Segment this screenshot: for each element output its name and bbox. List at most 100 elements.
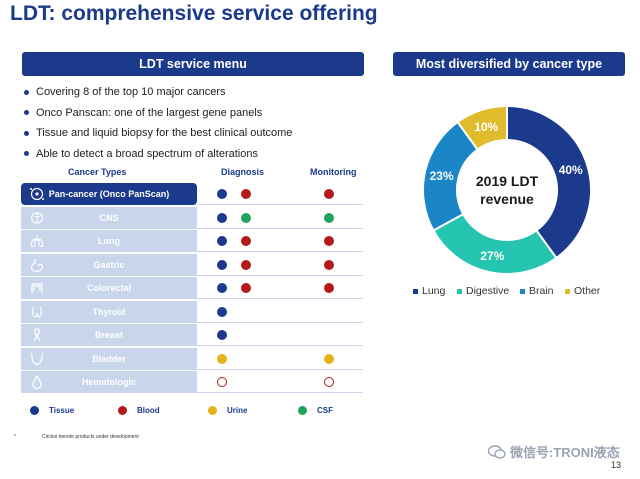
- diagnosis-csf-marker: [241, 212, 251, 223]
- cancer-type-cell: Pan-cancer (Onco PanScan): [21, 183, 197, 205]
- cancer-type-cell: Breast: [21, 324, 197, 346]
- diagnosis-header: Diagnosis: [221, 167, 265, 177]
- cancer-type-cell: Colorectal: [21, 277, 197, 299]
- footnote-marker: *: [14, 434, 16, 440]
- legend-digestive: Digestive: [457, 285, 509, 297]
- bullet-dot-icon: [24, 130, 29, 136]
- donut-legend: Lung Digestive Brain Other: [410, 285, 625, 299]
- cancer-row-breast: Breast: [21, 324, 363, 346]
- row-divider: [197, 274, 363, 276]
- bullet-dot-icon: [24, 89, 29, 95]
- page-number: 13: [611, 460, 622, 470]
- legend-square-icon: [565, 288, 570, 294]
- bullet-item: Covering 8 of the top 10 major cancers: [24, 82, 369, 103]
- legend-dot-icon: [208, 406, 217, 415]
- donut-slice-digestive: [432, 212, 558, 275]
- row-divider: [197, 392, 363, 393]
- cancer-type-label: CNS: [99, 212, 119, 223]
- service-bullet-list: Covering 8 of the top 10 major cancers O…: [24, 82, 369, 164]
- legend-square-icon: [520, 288, 525, 294]
- row-divider: [197, 298, 363, 299]
- intestine-icon: [31, 283, 43, 293]
- legend-dot-icon: [298, 406, 307, 415]
- monitoring-blood-marker: [324, 236, 334, 246]
- blood-drop-icon: [32, 374, 42, 390]
- wechat-icon: [488, 444, 506, 459]
- diagnosis-tissue-marker: [217, 259, 227, 270]
- wechat-watermark: 微信号:TRONI液态: [488, 442, 620, 461]
- footnote: Circles denote products under developmen…: [42, 434, 139, 440]
- cancer-row-bladder: Bladder: [21, 347, 363, 370]
- cancer-type-label: Bladder: [92, 353, 126, 364]
- lungs-icon: [30, 235, 44, 247]
- cancer-type-cell: Hematologic: [21, 371, 197, 393]
- diagnosis-blood-marker: [241, 283, 251, 293]
- cancer-type-cell: Thyroid: [21, 300, 197, 323]
- cancer-types-header: Cancer Types: [68, 167, 127, 177]
- cancer-type-cell: Lung: [21, 230, 197, 252]
- legend-dot-icon: [30, 406, 39, 415]
- row-divider: [197, 204, 363, 205]
- monitoring-blood-marker: [324, 189, 334, 199]
- legend-dot-icon: [118, 406, 127, 415]
- row-divider: [197, 345, 363, 346]
- cancer-type-banner: Most diversified by cancer type: [393, 52, 625, 76]
- cancer-row-pan-cancer-onco-panscan: Pan-cancer (Onco PanScan): [21, 183, 363, 205]
- stomach-icon: [31, 258, 43, 272]
- cancer-type-label: Colorectal: [86, 283, 131, 293]
- monitoring-blood-marker: [324, 283, 334, 293]
- row-divider: [197, 227, 363, 229]
- row-divider: [197, 321, 363, 323]
- monitoring-blood-dev-marker: [324, 377, 334, 387]
- diagnosis-blood-marker: [241, 259, 251, 270]
- diagnosis-tissue-marker: [217, 330, 227, 340]
- cancer-row-gastric: Gastric: [21, 253, 363, 276]
- monitoring-urine-marker: [324, 353, 334, 364]
- donut-slice-other: [456, 104, 508, 151]
- cancer-type-label: Pan-cancer (Onco PanScan): [48, 189, 170, 199]
- cancer-type-cell: Gastric: [21, 253, 197, 276]
- donut-value-label-other: 10%: [474, 120, 498, 134]
- bullet-item: Onco Panscan: one of the largest gene pa…: [24, 103, 369, 124]
- diagnosis-tissue-marker: [217, 306, 227, 317]
- diagnosis-tissue-marker: [217, 283, 227, 293]
- cancer-row-lung: Lung: [21, 230, 363, 252]
- cancer-type-label: Lung: [98, 236, 120, 246]
- legend-csf: CSF: [298, 406, 333, 415]
- cancer-type-cell: CNS: [21, 206, 197, 229]
- revenue-donut-chart: 40% 27% 23% 10%: [421, 104, 593, 276]
- cancer-row-thyroid: Thyroid: [21, 300, 363, 323]
- legend-other: Other: [565, 285, 600, 297]
- bladder-icon: [30, 352, 44, 366]
- legend-square-icon: [413, 288, 418, 294]
- bullet-dot-icon: [24, 151, 29, 157]
- donut-value-label-digestive: 27%: [480, 249, 504, 263]
- cancer-type-label: Breast: [94, 330, 123, 340]
- donut-value-label-lung: 40%: [559, 163, 583, 177]
- donut-value-label-brain: 23%: [430, 169, 454, 183]
- legend-urine: Urine: [208, 406, 247, 415]
- legend-tissue: Tissue: [30, 406, 74, 415]
- bullet-item: Able to detect a broad spectrum of alter…: [24, 144, 369, 165]
- cancer-type-cell: Bladder: [21, 347, 197, 370]
- legend-brain: Brain: [520, 285, 554, 297]
- page-title: LDT: comprehensive service offering: [10, 2, 378, 25]
- cancer-row-colorectal: Colorectal: [21, 277, 363, 299]
- monitoring-blood-marker: [324, 259, 334, 270]
- ribbon-icon: [33, 328, 41, 342]
- diagnosis-tissue-marker: [217, 189, 227, 199]
- legend-square-icon: [457, 288, 462, 294]
- donut-center-label: 2019 LDT revenue: [475, 173, 539, 207]
- diagnosis-blood-dev-marker: [217, 377, 227, 387]
- thyroid-icon: [32, 306, 42, 318]
- cancer-type-label: Gastric: [93, 259, 125, 270]
- bullet-item: Tissue and liquid biopsy for the best cl…: [24, 123, 369, 144]
- bullet-dot-icon: [24, 110, 29, 116]
- cancer-type-label: Thyroid: [92, 306, 126, 317]
- donut-svg: 40% 27% 23% 10%: [422, 104, 592, 275]
- diagnosis-tissue-marker: [217, 236, 227, 246]
- cancer-row-hematologic: Hematologic: [21, 371, 363, 393]
- cancer-row-cns: CNS: [21, 206, 363, 229]
- diagnosis-blood-marker: [241, 189, 251, 199]
- donut-slice-lung: [506, 104, 592, 260]
